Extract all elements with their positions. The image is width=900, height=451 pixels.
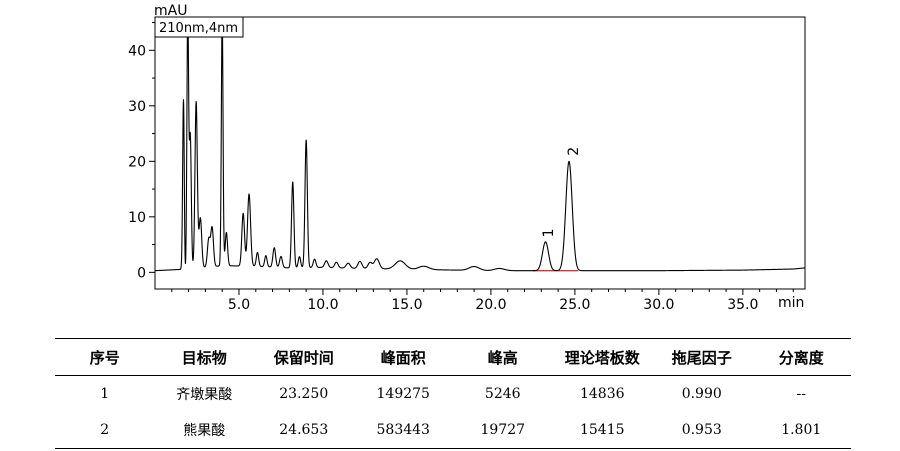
x-tick-label: 10.0	[307, 297, 338, 313]
cell-tailing-factor: 0.953	[681, 422, 722, 438]
peak-number-label: 2	[566, 147, 582, 156]
cell-peak-height: 19727	[480, 422, 526, 438]
cell-tailing-factor: 0.990	[681, 386, 722, 402]
peak-label-group: 12	[541, 147, 582, 238]
cell-resolution: 1.801	[781, 422, 822, 438]
results-table-wrapper: 序号 目标物 保留时间 峰面积 峰高 理论塔板数 拖尾因子 分离度 1 齐墩果酸…	[55, 338, 851, 449]
table-row: 1 齐墩果酸 23.250 149275 5246 14836 0.990 --	[55, 376, 851, 413]
cell-retention-time: 23.250	[279, 386, 329, 402]
y-tick-label: 30	[128, 99, 146, 115]
x-tick-label: 15.0	[391, 297, 422, 313]
header-analyte: 目标物	[181, 348, 227, 367]
header-tailing-factor: 拖尾因子	[671, 348, 732, 367]
table-header-row: 序号 目标物 保留时间 峰面积 峰高 理论塔板数 拖尾因子 分离度	[55, 338, 851, 376]
x-axis-group: 5.0 10.0 15.0 20.0 25.0 30.0 35.0	[171, 289, 794, 313]
y-axis-group: 0 10 20 30 40	[128, 22, 155, 281]
y-tick-label: 10	[128, 210, 146, 226]
cell-theoretical-plates: 15415	[579, 422, 625, 438]
x-tick-label: 30.0	[643, 297, 674, 313]
table-row: 2 熊果酸 24.653 583443 19727 15415 0.953 1.…	[55, 412, 851, 449]
cell-analyte: 齐墩果酸	[176, 387, 233, 403]
x-tick-label: 35.0	[727, 297, 758, 313]
cell-analyte: 熊果酸	[183, 423, 226, 439]
header-theoretical-plates: 理论塔板数	[564, 348, 640, 367]
y-tick-label: 40	[128, 43, 146, 59]
header-index: 序号	[89, 348, 120, 367]
results-table: 序号 目标物 保留时间 峰面积 峰高 理论塔板数 拖尾因子 分离度 1 齐墩果酸…	[55, 338, 851, 449]
header-peak-area: 峰面积	[380, 348, 426, 367]
cell-resolution: --	[796, 386, 806, 402]
detector-label: 210nm,4nm	[159, 21, 238, 36]
cell-theoretical-plates: 14836	[579, 386, 625, 402]
cell-peak-height: 5246	[484, 386, 521, 402]
cell-index: 1	[100, 386, 110, 402]
x-tick-label: 20.0	[475, 297, 506, 313]
y-tick-label: 20	[128, 154, 146, 170]
header-peak-height: 峰高	[487, 348, 518, 367]
cell-retention-time: 24.653	[279, 422, 329, 438]
cell-peak-area: 149275	[376, 386, 430, 402]
cell-peak-area: 583443	[376, 422, 430, 438]
cell-index: 2	[100, 422, 110, 438]
x-tick-label: 5.0	[228, 297, 250, 313]
header-resolution: 分离度	[778, 348, 824, 367]
plot-frame	[154, 16, 806, 290]
y-axis-label: mAU	[154, 3, 187, 19]
chromatogram-trace	[154, 16, 806, 272]
header-retention-time: 保留时间	[273, 348, 334, 367]
y-tick-label: 0	[137, 265, 146, 281]
x-axis-label: min	[778, 295, 804, 311]
detector-label-box	[154, 16, 244, 38]
x-tick-label: 25.0	[559, 297, 590, 313]
peak-number-label: 1	[541, 228, 557, 237]
